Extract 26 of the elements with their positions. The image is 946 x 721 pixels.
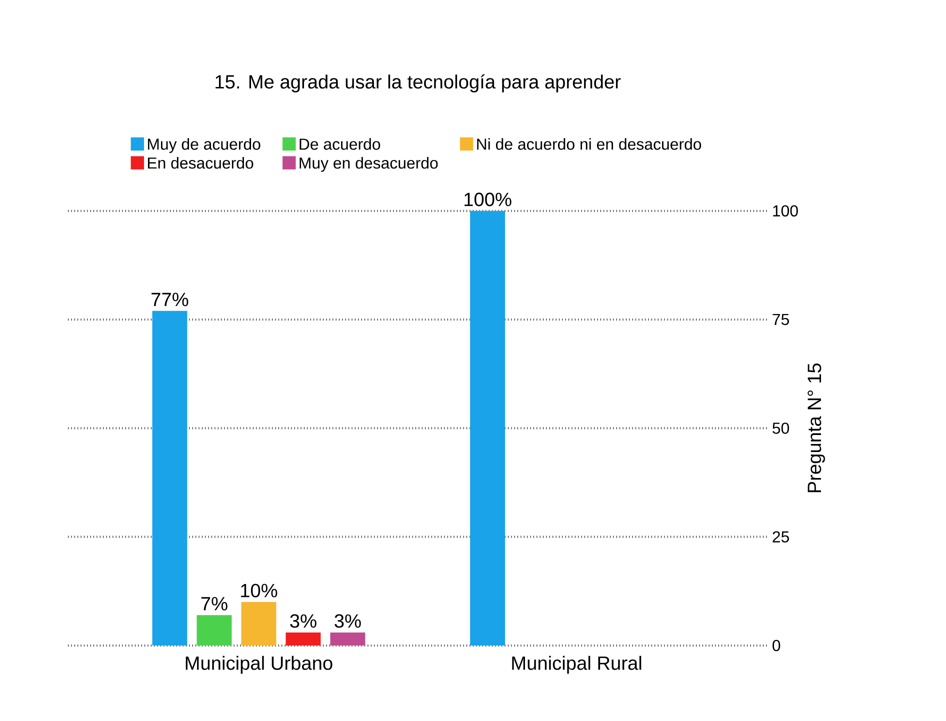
y-tick-label: 100 <box>773 205 798 216</box>
data-label: 10% <box>241 584 278 598</box>
bar <box>241 602 276 646</box>
bar <box>152 310 188 646</box>
chart-title: 15. Me agrada usar la tecnología para aprender <box>216 74 621 92</box>
legend-label: Ni de acuerdo ni en desacuerdo <box>477 138 702 150</box>
data-label: 3% <box>334 614 361 628</box>
data-label: 100% <box>464 192 512 206</box>
legend-label: Muy en desacuerdo <box>300 156 438 172</box>
legend-label: En desacuerdo <box>148 156 254 169</box>
legend-label: Muy de acuerdo <box>148 138 260 153</box>
bar <box>470 210 506 646</box>
y-tick-label: 75 <box>772 314 789 326</box>
data-label: 77% <box>152 292 188 306</box>
bar <box>330 632 366 646</box>
y-tick-label: 0 <box>772 640 780 652</box>
y-tick-label: 50 <box>772 422 790 434</box>
data-label: 7% <box>201 596 228 610</box>
y-tick-label: 25 <box>772 531 789 542</box>
data-label: 3% <box>290 614 316 628</box>
y-axis-title: Pregunta N° 15 <box>808 363 825 492</box>
x-tick-label: Municipal Urbano <box>186 656 332 674</box>
bar <box>196 615 232 646</box>
bar <box>286 632 321 646</box>
x-tick-label: Municipal Rural <box>512 656 642 674</box>
legend-label: De acuerdo <box>300 138 380 150</box>
